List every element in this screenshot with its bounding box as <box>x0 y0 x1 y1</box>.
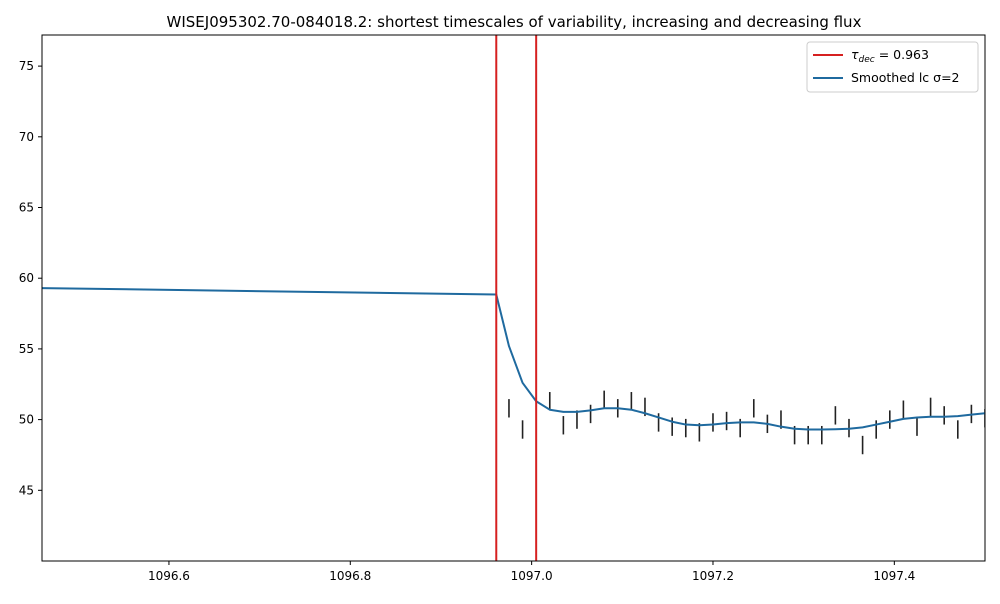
y-tick-label: 50 <box>19 413 34 427</box>
smoothed-series <box>42 287 985 431</box>
x-tick-label: 1096.6 <box>148 569 190 583</box>
legend-entry-tau: τdec = 0.963 <box>851 47 929 65</box>
y-axis: 45 50 55 60 65 70 75 <box>19 59 42 497</box>
timescale-lines <box>495 35 538 561</box>
legend-box <box>806 41 979 93</box>
plot-area <box>42 35 985 561</box>
smoothed-line <box>42 287 985 431</box>
x-tick-label: 1097.2 <box>692 569 734 583</box>
legend-entry-smoothed: Smoothed lc σ=2 <box>851 70 960 85</box>
y-tick-label: 55 <box>19 342 34 356</box>
x-tick-label: 1097.4 <box>873 569 915 583</box>
x-tick-label: 1096.8 <box>329 569 371 583</box>
x-axis: 1096.6 1096.8 1097.0 1097.2 1097.4 <box>148 561 915 583</box>
y-tick-label: 70 <box>19 130 34 144</box>
y-tick-label: 65 <box>19 201 34 215</box>
chart-title: WISEJ095302.70-084018.2: shortest timesc… <box>167 13 862 31</box>
legend-tau-symbol: τ <box>851 47 859 62</box>
legend-tau-subscript: dec <box>859 55 875 65</box>
legend-tau-value: = 0.963 <box>875 47 929 62</box>
legend: τdec = 0.963 Smoothed lc σ=2 <box>806 41 979 93</box>
y-tick-label: 45 <box>19 483 34 497</box>
y-tick-label: 75 <box>19 59 34 73</box>
y-tick-label: 60 <box>19 271 34 285</box>
plot-frame <box>41 34 986 562</box>
x-tick-label: 1097.0 <box>511 569 553 583</box>
